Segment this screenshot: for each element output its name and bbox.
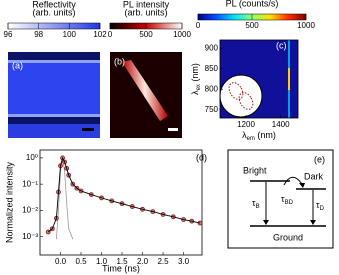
x-tick-label: 2.0 [137, 257, 149, 266]
x-tick-label: 1400 [272, 120, 290, 129]
x-tick-label: 1200 [237, 120, 255, 129]
y-tick-label: 10⁻³ [22, 232, 38, 241]
axis-label-part: ex [196, 84, 202, 90]
x-axis-label: Time (ns) [102, 263, 140, 273]
axis-label-part: λ [190, 90, 200, 95]
colorbar-tick-label: 0 [196, 21, 201, 30]
rate-label: τBD [281, 194, 294, 205]
level-label: Ground [273, 232, 303, 242]
colorbar-title: (arb. units) [32, 7, 75, 17]
rate-label: τB [252, 198, 260, 209]
x-tick-label: 1.5 [116, 257, 128, 266]
level-label: Bright [243, 165, 267, 175]
panel-label: (c) [276, 40, 287, 50]
colorbar-title: PL intensity [123, 0, 170, 9]
plot-frame [219, 39, 299, 119]
x-tick-label: 0.0 [55, 257, 67, 266]
colorbar-title: (arb. units) [124, 7, 167, 17]
colorbar-tick-label: 1000 [297, 21, 315, 30]
y-tick-label: 800 [205, 84, 219, 93]
x-tick-label: 0.5 [75, 257, 87, 266]
x-tick-label: 1.0 [96, 257, 108, 266]
colorbar [7, 22, 101, 30]
colorbar-tick-label: 500 [139, 30, 153, 39]
y-axis-label: Normalized intensity [4, 161, 14, 243]
reflectivity-image [8, 52, 100, 138]
response-line [56, 157, 74, 240]
colorbar-title: PL (counts/s) [226, 0, 279, 8]
panel-label: (d) [196, 152, 207, 162]
level-label: Dark [304, 171, 324, 181]
y-tick-label: 750 [205, 105, 219, 114]
y-tick-label: 850 [205, 64, 219, 73]
plot-frame [39, 149, 203, 256]
y-tick-label: 10⁻² [22, 206, 38, 215]
colorbar-tick-label: 102 [93, 30, 107, 39]
colorbar-tick-label: 500 [245, 21, 259, 30]
axis-label-part: (nm) [255, 130, 276, 140]
colorbar-title: Reflectivity [32, 0, 76, 9]
axis-label: λem (nm) [242, 130, 276, 141]
pl-map [219, 40, 298, 118]
colorbar-tick-label: 0 [108, 30, 113, 39]
axis-label-part: (nm) [190, 63, 200, 84]
y-tick-label: 10⁰ [26, 153, 38, 162]
colorbar-tick-label: 100 [63, 30, 77, 39]
axis-label-part: λ [242, 130, 247, 140]
x-tick-label: 3.0 [178, 257, 190, 266]
fit-line [47, 156, 201, 233]
rate-label: τD [316, 200, 325, 211]
panel-label: (a) [12, 60, 23, 70]
pl-image [110, 52, 182, 138]
axis-label: λex (nm) [190, 63, 201, 95]
axis-label-part: em [247, 136, 255, 142]
y-tick-label: 900 [205, 43, 219, 52]
panel-label: (e) [314, 154, 325, 164]
energy-diagram: (e) Bright Dark Ground τB τBD τD [227, 149, 334, 249]
colorbar-tick-label: 96 [4, 30, 13, 39]
y-tick-label: 10⁻¹ [22, 179, 38, 188]
panel-label: (b) [114, 56, 125, 66]
colorbar-tick-label: 1000 [173, 30, 191, 39]
x-tick-label: 2.5 [157, 257, 169, 266]
colorbar-tick-label: 98 [34, 30, 43, 39]
